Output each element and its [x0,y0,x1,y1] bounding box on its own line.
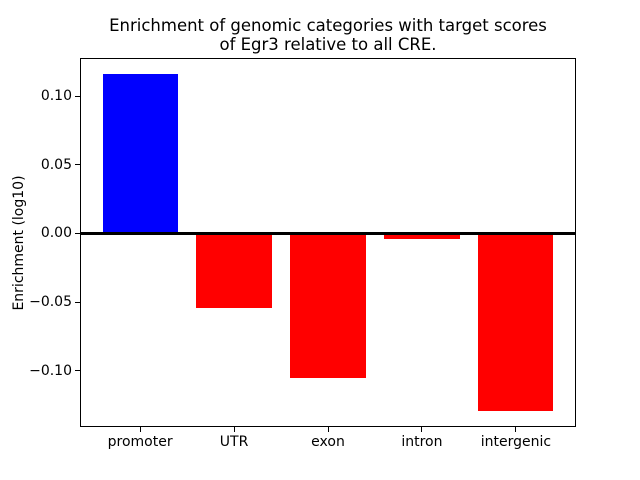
bar-exon [290,233,366,378]
chart-title-line2: of Egr3 relative to all CRE. [219,35,437,54]
x-tick-intron [421,427,423,433]
y-tick-label-−0.05: −0.05 [29,294,72,311]
bar-intergenic [478,233,554,411]
bar-promoter [102,74,178,234]
chart-title: Enrichment of genomic categories with ta… [28,16,628,54]
y-tick-0.10 [75,95,80,97]
zero-line [80,231,576,235]
y-tick-label-0.05: 0.05 [40,156,72,173]
y-tick-label-0.10: 0.10 [40,88,72,105]
y-tick-0.05 [75,164,80,166]
x-tick-exon [327,427,329,433]
y-tick-−0.10 [75,370,80,372]
y-tick-label-0.00: 0.00 [40,225,72,242]
chart-title-line1: Enrichment of genomic categories with ta… [109,16,547,35]
x-tick-promoter [139,427,141,433]
x-tick-intergenic [515,427,517,433]
bar-UTR [196,233,272,308]
x-tick-label-exon: exon [311,434,345,450]
bar-intron [384,233,460,239]
x-tick-label-intergenic: intergenic [480,434,552,450]
y-tick-0.00 [75,232,80,234]
plot-area [80,57,576,428]
x-tick-label-promoter: promoter [107,434,173,450]
x-tick-label-UTR: UTR [219,434,249,450]
y-tick-−0.05 [75,301,80,303]
x-tick-UTR [233,427,235,433]
x-tick-label-intron: intron [401,434,443,450]
y-tick-label-−0.10: −0.10 [29,362,72,379]
